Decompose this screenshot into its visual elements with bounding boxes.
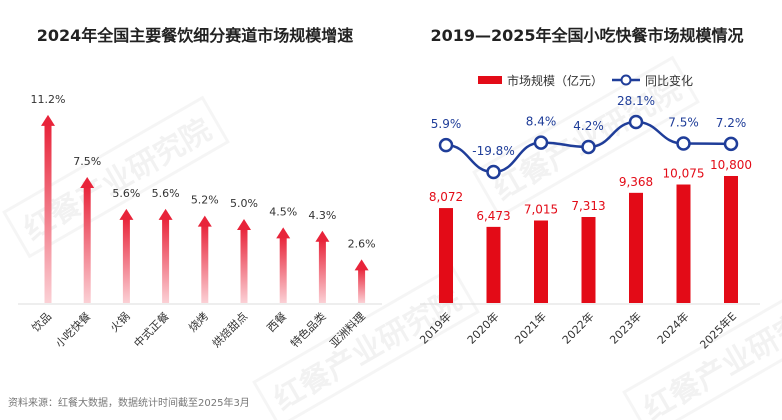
bar-value-label: 2.6% <box>348 237 376 250</box>
arrow-head <box>276 227 291 239</box>
bar-value-label: 11.2% <box>31 93 66 106</box>
bar-value-label: 5.0% <box>230 197 258 210</box>
bar-value-label: 6,473 <box>476 209 510 223</box>
bar-value-label: 5.2% <box>191 194 219 207</box>
arrow-head <box>158 208 173 220</box>
yoy-point <box>438 137 454 153</box>
market-size-bar <box>676 184 691 303</box>
category-label: 2019年 <box>417 309 454 346</box>
yoy-value-label: 7.2% <box>716 116 747 130</box>
yoy-value-label: 8.4% <box>526 115 557 129</box>
yoy-point <box>723 136 739 152</box>
arrow-head <box>119 208 134 220</box>
category-label: 2024年 <box>654 309 691 346</box>
market-size-bar <box>724 175 738 303</box>
legend-line-label: 同比变化 <box>645 73 693 88</box>
arrow-head <box>80 177 95 188</box>
bar-value-label: 8,072 <box>429 190 463 204</box>
yoy-point <box>628 114 644 130</box>
category-label: 2021年 <box>512 309 549 346</box>
market-size-bar <box>439 208 453 303</box>
bar-value-label: 4.5% <box>269 205 297 218</box>
category-label: 2025年E <box>697 309 739 351</box>
arrow-bar <box>122 217 130 303</box>
bar-value-label: 7,015 <box>524 203 558 217</box>
right-chart-title: 2019—2025年全国小吃快餐市场规模情况 <box>430 26 744 45</box>
source-note: 资料来源：红餐大数据，数据统计时间截至2025年3月 <box>8 398 250 409</box>
arrow-bar <box>83 186 91 303</box>
bar-value-label: 4.3% <box>308 209 336 222</box>
bar-value-label: 10,075 <box>663 167 705 181</box>
arrow-bar <box>240 228 248 303</box>
arrow-bar <box>201 224 209 303</box>
category-label: 2020年 <box>464 309 501 346</box>
category-label: 中式正餐 <box>131 309 172 350</box>
category-label: 西餐 <box>264 309 289 334</box>
bar-value-label: 5.6% <box>152 187 180 200</box>
arrow-head <box>197 215 212 227</box>
category-label: 2022年 <box>559 309 596 346</box>
arrow-bar <box>162 217 170 303</box>
yoy-point <box>676 136 691 151</box>
legend-bar-label: 市场规模（亿元） <box>507 73 603 88</box>
arrow-head <box>315 230 330 242</box>
yoy-value-label: -19.8% <box>472 144 514 158</box>
yoy-value-label: 28.1% <box>617 94 655 108</box>
yoy-point <box>486 164 501 180</box>
category-label: 饮品 <box>29 310 54 335</box>
arrow-bar <box>44 123 52 303</box>
arrow-head <box>354 259 369 271</box>
arrow-bar <box>318 239 326 303</box>
arrow-bar <box>279 236 287 303</box>
category-label: 特色品类 <box>288 309 329 350</box>
bar-value-label: 7,313 <box>571 199 605 213</box>
category-label: 2023年 <box>607 309 644 346</box>
bar-value-label: 7.5% <box>73 155 101 168</box>
category-label: 烧烤 <box>185 309 210 334</box>
arrow-bar <box>358 268 366 303</box>
market-size-bar <box>486 226 501 303</box>
yoy-point <box>533 135 549 150</box>
market-size-bar <box>629 192 643 303</box>
market-size-bar <box>581 216 596 303</box>
arrow-head <box>41 114 55 126</box>
bar-value-label: 9,368 <box>619 175 653 189</box>
arrow-head <box>237 219 251 230</box>
yoy-point <box>581 139 596 155</box>
market-size-bar <box>534 220 548 303</box>
left-chart-title: 2024年全国主要餐饮细分赛道市场规模增速 <box>36 26 354 45</box>
category-label: 火锅 <box>108 310 133 335</box>
bar-value-label: 5.6% <box>112 187 140 200</box>
category-label: 亚洲料理 <box>327 309 368 350</box>
category-label: 烘焙甜点 <box>209 309 250 350</box>
category-label: 小吃快餐 <box>52 309 93 350</box>
legend-bar-swatch <box>478 76 502 84</box>
legend-line-marker <box>620 74 632 86</box>
yoy-value-label: 5.9% <box>431 117 462 131</box>
yoy-value-label: 7.5% <box>668 116 699 130</box>
yoy-value-label: 4.2% <box>573 119 604 133</box>
bar-value-label: 10,800 <box>710 158 752 172</box>
